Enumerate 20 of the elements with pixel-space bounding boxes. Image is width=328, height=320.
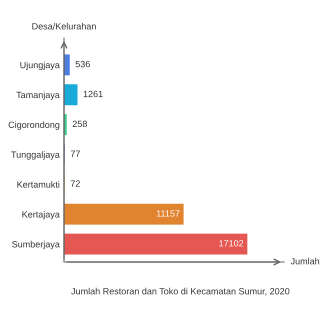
data-label: 536 bbox=[76, 60, 90, 68]
y-tick-label: Kertajaya bbox=[22, 210, 60, 220]
bar bbox=[64, 84, 78, 106]
y-tick-label: Tamanjaya bbox=[16, 91, 60, 100]
bar bbox=[64, 234, 248, 255]
y-tick-label: Ujungjaya bbox=[20, 62, 60, 70]
data-label: 1261 bbox=[84, 90, 103, 98]
x-axis-title: Jumlah bbox=[290, 258, 320, 264]
data-label: 11157 bbox=[156, 210, 180, 217]
data-label: 17102 bbox=[219, 240, 244, 247]
y-tick-label: Sumberjaya bbox=[12, 240, 60, 250]
data-label: 258 bbox=[72, 120, 87, 128]
y-tick-label: Cigorondong bbox=[8, 121, 60, 130]
data-label: 77 bbox=[70, 150, 80, 157]
y-axis-title: Desa/Kelurahan bbox=[32, 22, 96, 30]
y-tick-label: Tunggaljaya bbox=[11, 151, 60, 160]
bar bbox=[64, 204, 184, 225]
text: Jumlah Restoran dan Toko di Kecamatan Sumur, 2020 bbox=[71, 288, 290, 296]
data-label: 72 bbox=[70, 180, 80, 187]
y-tick-label: Kertamukti bbox=[17, 181, 60, 188]
